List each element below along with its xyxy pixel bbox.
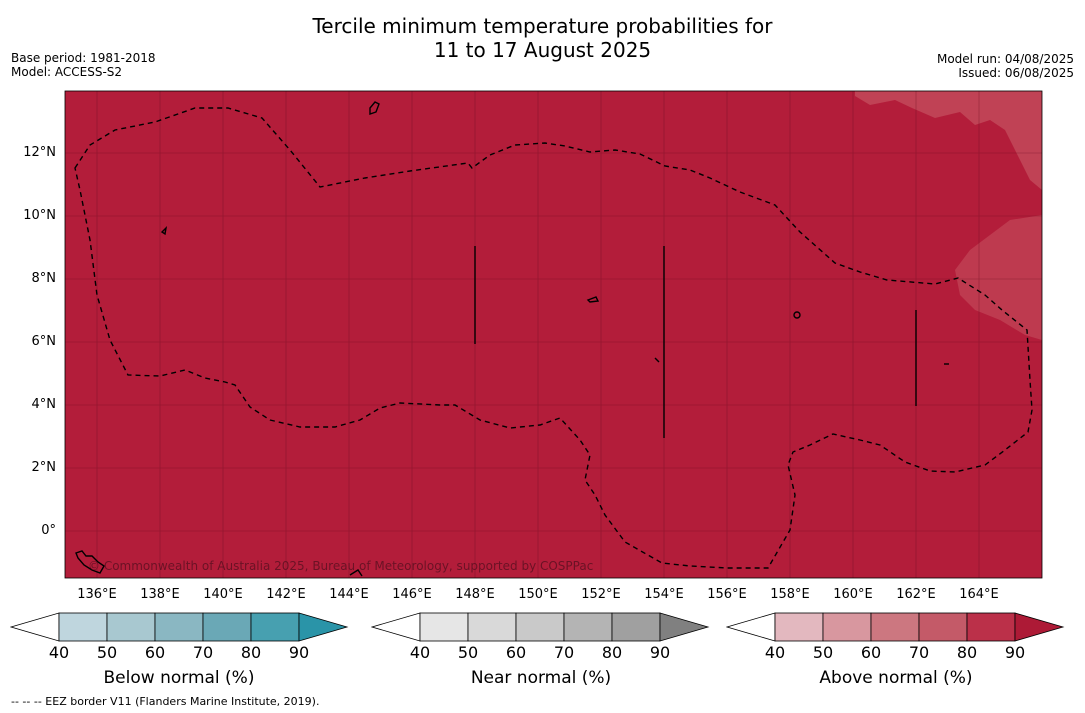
lon-tick: 136°E bbox=[77, 587, 117, 602]
colorbar-above-segments bbox=[726, 612, 1065, 642]
colorbar-below bbox=[10, 612, 349, 642]
colorbar-segment bbox=[611, 612, 661, 642]
lon-tick: 164°E bbox=[959, 587, 999, 602]
lat-tick: 6°N bbox=[31, 334, 57, 349]
colorbar-segment bbox=[202, 612, 252, 642]
colorbar-segment bbox=[106, 612, 156, 642]
colorbar-segment bbox=[250, 612, 300, 642]
lat-tick: 8°N bbox=[31, 271, 57, 286]
colorbar-segment bbox=[58, 612, 108, 642]
colorbar-tick: 40 bbox=[409, 643, 431, 662]
lat-tick: 4°N bbox=[31, 397, 57, 412]
lon-tick: 140°E bbox=[203, 587, 243, 602]
copyright-credit: © Commonwealth of Australia 2025, Bureau… bbox=[88, 559, 594, 573]
colorbar-tick: 40 bbox=[48, 643, 70, 662]
lat-tick: 10°N bbox=[23, 208, 56, 223]
map-frame bbox=[64, 90, 1043, 579]
lat-tick: 2°N bbox=[31, 460, 57, 475]
lat-tick: 0° bbox=[41, 523, 56, 538]
colorbar-tick: 80 bbox=[956, 643, 978, 662]
colorbar-tick: 90 bbox=[1004, 643, 1026, 662]
colorbar-extend-low bbox=[726, 612, 776, 642]
colorbar-tick: 60 bbox=[860, 643, 882, 662]
eez-footnote: -- -- -- EEZ border V11 (Flanders Marine… bbox=[11, 695, 320, 708]
colorbar-extend-high bbox=[659, 612, 710, 642]
colorbar-tick: 90 bbox=[288, 643, 310, 662]
issued-date: Issued: 06/08/2025 bbox=[958, 66, 1074, 80]
colorbar-segment bbox=[563, 612, 613, 642]
colorbar-tick: 60 bbox=[505, 643, 527, 662]
lon-tick: 146°E bbox=[392, 587, 432, 602]
colorbar-extend-high bbox=[298, 612, 349, 642]
map-background bbox=[65, 91, 1042, 578]
colorbar-tick: 70 bbox=[553, 643, 575, 662]
base-period: Base period: 1981-2018 bbox=[11, 51, 156, 65]
colorbar-tick: 50 bbox=[812, 643, 834, 662]
lat-tick: 12°N bbox=[23, 145, 56, 160]
lon-tick: 154°E bbox=[644, 587, 684, 602]
eez-border bbox=[74, 107, 1033, 569]
lon-tick: 156°E bbox=[707, 587, 747, 602]
colorbar-tick: 50 bbox=[457, 643, 479, 662]
colorbar-extend-low bbox=[10, 612, 60, 642]
lon-tick: 144°E bbox=[329, 587, 369, 602]
colorbar-tick: 70 bbox=[908, 643, 930, 662]
meta-left: Base period: 1981-2018 Model: ACCESS-S2 bbox=[11, 51, 156, 79]
colorbar-segment bbox=[774, 612, 824, 642]
colorbar-segment bbox=[870, 612, 920, 642]
colorbar-segment bbox=[966, 612, 1016, 642]
colorbar-label-above: Above normal (%) bbox=[819, 668, 973, 688]
colorbar-tick: 80 bbox=[601, 643, 623, 662]
colorbar-segment bbox=[918, 612, 968, 642]
colorbar-extend-high bbox=[1014, 612, 1065, 642]
colorbar-above bbox=[726, 612, 1065, 642]
probability-80-zone bbox=[855, 91, 1042, 190]
lon-tick: 152°E bbox=[581, 587, 621, 602]
lon-tick: 142°E bbox=[266, 587, 306, 602]
island-markers bbox=[75, 101, 949, 577]
colorbar-segment bbox=[419, 612, 469, 642]
colorbar-label-near: Near normal (%) bbox=[470, 668, 612, 688]
colorbar-segment bbox=[467, 612, 517, 642]
meta-right: Model run: 04/08/2025 Issued: 06/08/2025 bbox=[937, 52, 1074, 80]
model-run: Model run: 04/08/2025 bbox=[936, 52, 1074, 66]
model-name: Model: ACCESS-S2 bbox=[11, 65, 123, 79]
colorbar-segment bbox=[154, 612, 204, 642]
probability-80-zone-east bbox=[955, 215, 1042, 340]
title-line-2: 11 to 17 August 2025 bbox=[433, 38, 652, 62]
colorbar-tick: 90 bbox=[649, 643, 671, 662]
map-title: Tercile minimum temperature probabilitie… bbox=[0, 14, 1085, 62]
title-line-1: Tercile minimum temperature probabilitie… bbox=[312, 14, 773, 38]
colorbar-near-segments bbox=[371, 612, 710, 642]
lon-tick: 160°E bbox=[833, 587, 873, 602]
colorbar-below-segments bbox=[10, 612, 349, 642]
lon-tick: 138°E bbox=[140, 587, 180, 602]
colorbar-segment bbox=[822, 612, 872, 642]
colorbar-tick: 70 bbox=[192, 643, 214, 662]
colorbar-tick: 60 bbox=[144, 643, 166, 662]
lon-tick: 158°E bbox=[770, 587, 810, 602]
graticule bbox=[65, 91, 1042, 578]
lon-tick: 148°E bbox=[455, 587, 495, 602]
lon-tick: 162°E bbox=[896, 587, 936, 602]
colorbar-extend-low bbox=[371, 612, 421, 642]
lon-tick: 150°E bbox=[518, 587, 558, 602]
colorbar-near bbox=[371, 612, 710, 642]
colorbar-tick: 80 bbox=[240, 643, 262, 662]
colorbar-segment bbox=[515, 612, 565, 642]
colorbar-tick: 50 bbox=[96, 643, 118, 662]
colorbar-tick: 40 bbox=[764, 643, 786, 662]
colorbar-label-below: Below normal (%) bbox=[103, 668, 255, 688]
